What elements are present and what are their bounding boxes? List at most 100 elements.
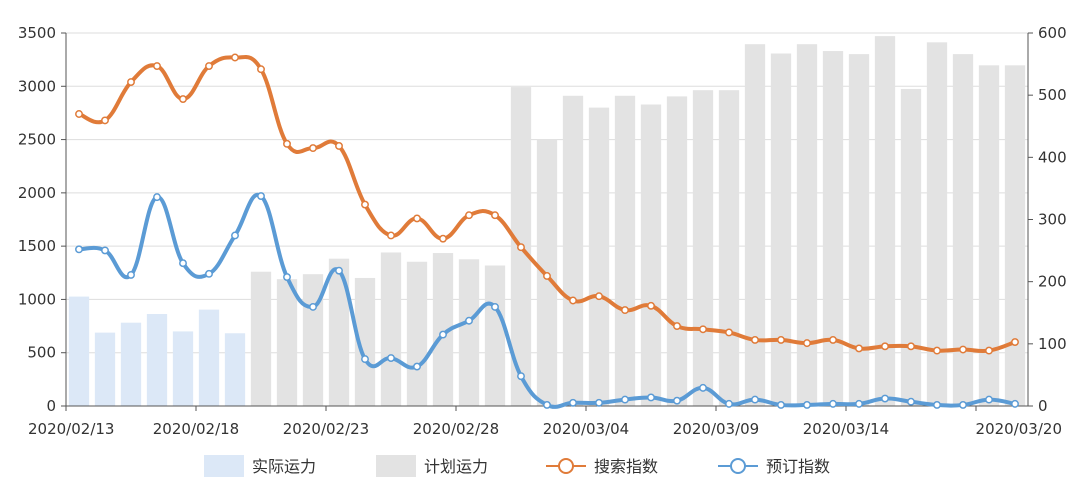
bar (458, 259, 480, 406)
legend-marker (730, 458, 746, 474)
bar (276, 279, 298, 406)
data-point (699, 383, 707, 392)
y-tick-label-right: 300 (1038, 211, 1067, 229)
bar (640, 104, 662, 406)
data-point (127, 78, 135, 86)
legend-swatch (204, 455, 244, 477)
bar (770, 53, 792, 406)
data-point (153, 193, 161, 202)
bar (224, 333, 246, 406)
line-series (75, 53, 1019, 409)
bar (562, 95, 584, 406)
data-point (673, 322, 681, 331)
data-point (387, 354, 395, 362)
data-point (361, 200, 369, 209)
data-point (439, 330, 447, 339)
y-tick-label-left: 3000 (18, 77, 56, 95)
data-point (673, 396, 681, 405)
bar (198, 309, 220, 406)
data-point (335, 142, 343, 150)
data-point (985, 346, 993, 355)
data-point (621, 306, 629, 315)
legend: 实际运力 计划运力 搜索指数 预订指数 (204, 455, 830, 477)
y-tick-label-left: 500 (27, 344, 56, 362)
data-point (959, 345, 967, 354)
bar (666, 96, 688, 406)
bar (1004, 65, 1026, 407)
data-point (257, 192, 265, 201)
y-tick-label-right: 0 (1038, 397, 1048, 415)
x-tick-label: 2020/02/18 (153, 420, 239, 438)
bar (250, 271, 272, 406)
bar (952, 54, 974, 407)
bar (146, 313, 168, 406)
y-tick-label-right: 200 (1038, 273, 1067, 291)
y-tick-label-left: 1000 (18, 290, 56, 308)
data-point (751, 395, 759, 404)
legend-label: 预订指数 (766, 457, 830, 476)
y-tick-label-left: 2000 (18, 184, 56, 202)
bar (822, 51, 844, 407)
bar (614, 95, 636, 406)
bar (484, 265, 506, 406)
data-point (777, 400, 785, 409)
bar (94, 332, 116, 406)
data-point (517, 372, 525, 381)
bar (328, 258, 350, 406)
bar (172, 331, 194, 406)
data-point (985, 395, 993, 404)
bar (432, 253, 454, 406)
bar-series (68, 36, 1026, 407)
x-tick-label: 2020/03/04 (543, 420, 629, 438)
data-point (231, 53, 239, 62)
bar (796, 44, 818, 406)
bar (120, 322, 142, 406)
data-point (1011, 399, 1019, 408)
y-axis-left-labels: 0 500 1000 1500 2000 2500 3000 3500 (18, 24, 56, 415)
y-tick-label-left: 1500 (18, 237, 56, 255)
data-point (595, 292, 603, 301)
data-point (543, 400, 551, 409)
data-point (205, 62, 213, 70)
x-tick-label: 2020/03/20 (976, 420, 1062, 438)
data-point (75, 245, 83, 254)
y-tick-label-left: 0 (46, 397, 56, 415)
legend-label: 实际运力 (252, 457, 316, 476)
data-point (699, 325, 707, 334)
data-point (647, 393, 655, 402)
data-point (179, 259, 187, 268)
y-tick-label-right: 500 (1038, 86, 1067, 104)
data-point (127, 270, 135, 279)
data-point (855, 399, 863, 408)
data-point (413, 214, 421, 223)
data-point (751, 335, 759, 344)
data-point (439, 234, 447, 243)
bar (926, 42, 948, 406)
data-point (179, 95, 187, 104)
bar (978, 65, 1000, 407)
y-tick-label-right: 400 (1038, 148, 1067, 166)
bar (68, 296, 90, 406)
bar (744, 44, 766, 406)
data-point (647, 301, 655, 310)
data-point (621, 395, 629, 404)
data-point (933, 346, 941, 355)
data-point (387, 231, 395, 240)
data-point (1011, 338, 1019, 347)
legend-swatch (376, 455, 416, 477)
data-point (205, 269, 213, 278)
data-point (309, 144, 317, 153)
bar (874, 36, 896, 406)
bar (692, 90, 714, 407)
data-point (465, 316, 473, 325)
data-point (907, 397, 915, 406)
data-point (829, 335, 837, 344)
legend-label: 计划运力 (424, 457, 488, 476)
data-point (257, 65, 265, 74)
data-point (283, 139, 291, 148)
data-point (881, 342, 889, 351)
y-tick-label-right: 600 (1038, 24, 1067, 42)
legend-label: 搜索指数 (594, 457, 658, 476)
data-point (543, 272, 551, 280)
y-tick-label-right: 100 (1038, 335, 1067, 353)
